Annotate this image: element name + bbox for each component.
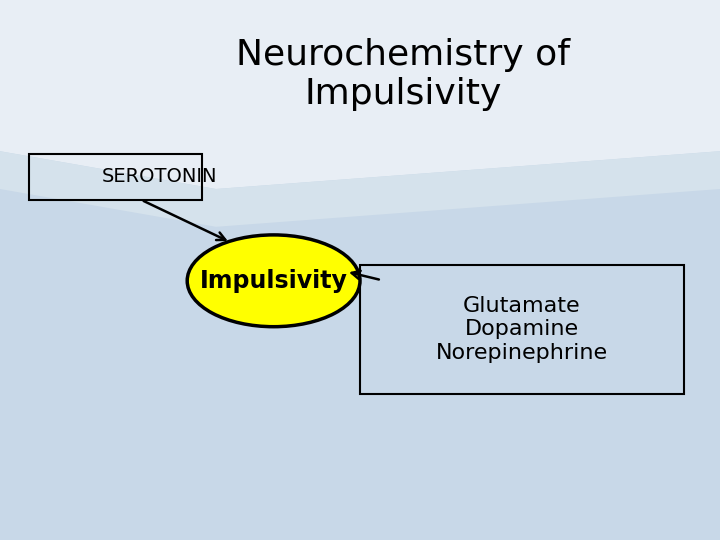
Polygon shape xyxy=(0,0,720,189)
Bar xyxy=(360,265,684,394)
Text: Glutamate
Dopamine
Norepinephrine: Glutamate Dopamine Norepinephrine xyxy=(436,296,608,362)
Text: Neurochemistry of
Impulsivity: Neurochemistry of Impulsivity xyxy=(236,38,570,111)
Text: SEROTONIN: SEROTONIN xyxy=(102,167,217,186)
Text: Impulsivity: Impulsivity xyxy=(199,269,348,293)
Ellipse shape xyxy=(187,235,360,327)
Bar xyxy=(29,154,202,200)
Polygon shape xyxy=(0,151,720,227)
